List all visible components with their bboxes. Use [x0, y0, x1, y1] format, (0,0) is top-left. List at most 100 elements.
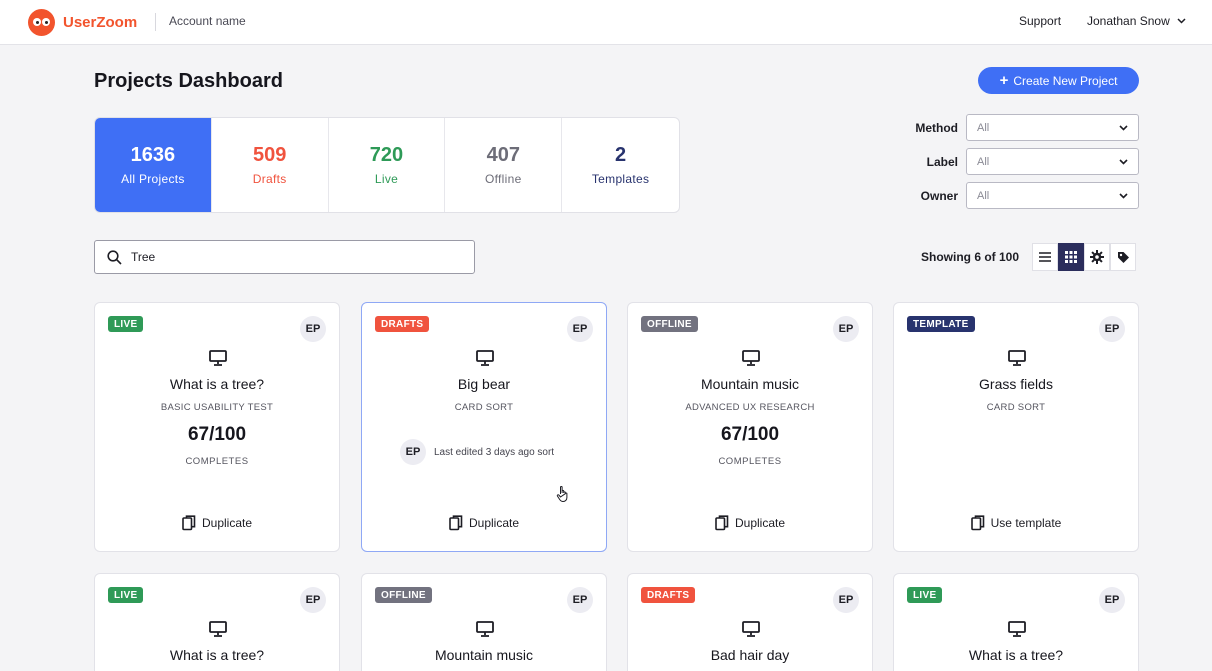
project-card[interactable]: LIVE EP What is a tree?: [893, 573, 1139, 671]
stat-drafts[interactable]: 509 Drafts: [212, 118, 329, 212]
action-label: Use template: [990, 516, 1062, 530]
project-method: CARD SORT: [454, 402, 514, 413]
filter-method: Method All: [880, 114, 1139, 141]
avatar[interactable]: EP: [567, 587, 593, 613]
stat-value: 407: [486, 144, 520, 166]
divider: [155, 13, 156, 31]
duplicate-button[interactable]: Duplicate: [362, 515, 606, 531]
chevron-down-icon: [1119, 125, 1128, 131]
owner-select[interactable]: All: [966, 182, 1139, 209]
list-view-button[interactable]: [1032, 243, 1058, 271]
completes-count: 67/100: [720, 424, 780, 445]
filter-owner: Owner All: [880, 182, 1139, 209]
avatar[interactable]: EP: [300, 587, 326, 613]
last-edited: EP Last edited 3 days ago sort: [400, 439, 554, 465]
action-label: Duplicate: [201, 516, 253, 530]
avatar[interactable]: EP: [1099, 316, 1125, 342]
status-badge: OFFLINE: [375, 587, 432, 603]
last-edited-text: Last edited 3 days ago sort: [434, 446, 555, 458]
monitor-icon: [209, 621, 227, 637]
use-template-button[interactable]: Use template: [894, 515, 1138, 531]
filter-label-row: Label All: [880, 148, 1139, 175]
stat-label: Live: [374, 172, 399, 186]
select-value: All: [977, 189, 990, 202]
project-card[interactable]: TEMPLATE EP Grass fields CARD SORT Use t…: [893, 302, 1139, 552]
settings-button[interactable]: [1084, 243, 1110, 271]
plus-icon: +: [999, 72, 1009, 89]
select-value: All: [977, 155, 990, 168]
view-toolbar: [1032, 243, 1136, 271]
stat-templates[interactable]: 2 Templates: [562, 118, 679, 212]
project-card[interactable]: DRAFTS EP Big bear CARD SORT EP Last edi…: [361, 302, 607, 552]
user-name: Jonathan Snow: [1087, 14, 1170, 28]
owl-logo-icon: [28, 8, 55, 36]
stat-all-projects[interactable]: 1636 All Projects: [95, 118, 212, 212]
chevron-down-icon: [1177, 18, 1186, 24]
stat-value: 509: [253, 144, 287, 166]
chevron-down-icon: [1119, 159, 1128, 165]
stat-label: Offline: [485, 172, 522, 186]
project-card[interactable]: DRAFTS EP Bad hair day: [627, 573, 873, 671]
project-card[interactable]: LIVE EP What is a tree? BASIC USABILITY …: [94, 302, 340, 552]
tag-icon: [1117, 251, 1129, 263]
filter-label: Owner: [920, 188, 958, 203]
monitor-icon: [742, 350, 760, 366]
status-badge: LIVE: [907, 587, 943, 603]
filter-label: Label: [926, 154, 958, 169]
project-stats: 1636 All Projects 509 Drafts 720 Live 40…: [94, 117, 680, 213]
project-card[interactable]: OFFLINE EP Mountain music ADVANCED UX RE…: [627, 302, 873, 552]
project-card[interactable]: LIVE EP What is a tree?: [94, 573, 340, 671]
project-method: ADVANCED UX RESEARCH: [685, 402, 815, 413]
method-select[interactable]: All: [966, 114, 1139, 141]
status-badge: TEMPLATE: [907, 316, 975, 332]
project-title: Big bear: [457, 376, 511, 392]
project-title: Mountain music: [434, 647, 534, 663]
project-title: What is a tree?: [968, 647, 1064, 663]
stat-value: 1636: [130, 144, 176, 166]
stat-label: Drafts: [252, 172, 287, 186]
status-badge: DRAFTS: [641, 587, 696, 603]
monitor-icon: [476, 350, 494, 366]
project-title: Grass fields: [979, 376, 1053, 392]
project-card[interactable]: OFFLINE EP Mountain music: [361, 573, 607, 671]
results-count: Showing 6 of 100: [921, 250, 1020, 264]
duplicate-button[interactable]: Duplicate: [628, 515, 872, 531]
gear-icon: [1090, 250, 1104, 264]
copy-icon: [715, 515, 729, 531]
avatar[interactable]: EP: [400, 439, 426, 465]
avatar[interactable]: EP: [1099, 587, 1125, 613]
stat-live[interactable]: 720 Live: [329, 118, 446, 212]
stat-label: All Projects: [121, 172, 185, 186]
stat-value: 2: [615, 144, 627, 166]
grid-view-button[interactable]: [1058, 243, 1084, 271]
create-new-project-button[interactable]: + Create New Project: [978, 67, 1139, 94]
avatar[interactable]: EP: [833, 587, 859, 613]
label-select[interactable]: All: [966, 148, 1139, 175]
monitor-icon: [1008, 621, 1026, 637]
grid-icon: [1065, 251, 1077, 263]
project-title: Bad hair day: [710, 647, 790, 663]
search-box: [94, 240, 475, 274]
labels-button[interactable]: [1110, 243, 1136, 271]
stat-offline[interactable]: 407 Offline: [445, 118, 563, 212]
avatar[interactable]: EP: [300, 316, 326, 342]
status-badge: LIVE: [108, 587, 144, 603]
select-value: All: [977, 121, 990, 134]
create-label: Create New Project: [1013, 73, 1118, 88]
completes-count: 67/100: [187, 424, 247, 445]
stat-value: 720: [369, 144, 404, 166]
project-title: What is a tree?: [169, 376, 265, 392]
user-menu[interactable]: Jonathan Snow: [1087, 14, 1186, 28]
brand-logo[interactable]: UserZoom: [28, 8, 137, 36]
search-input[interactable]: [131, 250, 451, 264]
completes-label: COMPLETES: [718, 456, 782, 467]
chevron-down-icon: [1119, 193, 1128, 199]
status-badge: LIVE: [108, 316, 144, 332]
project-method: CARD SORT: [986, 402, 1046, 413]
avatar[interactable]: EP: [567, 316, 593, 342]
support-link[interactable]: Support: [1019, 14, 1062, 28]
duplicate-button[interactable]: Duplicate: [95, 515, 339, 531]
account-name[interactable]: Account name: [169, 14, 246, 28]
monitor-icon: [476, 621, 494, 637]
avatar[interactable]: EP: [833, 316, 859, 342]
